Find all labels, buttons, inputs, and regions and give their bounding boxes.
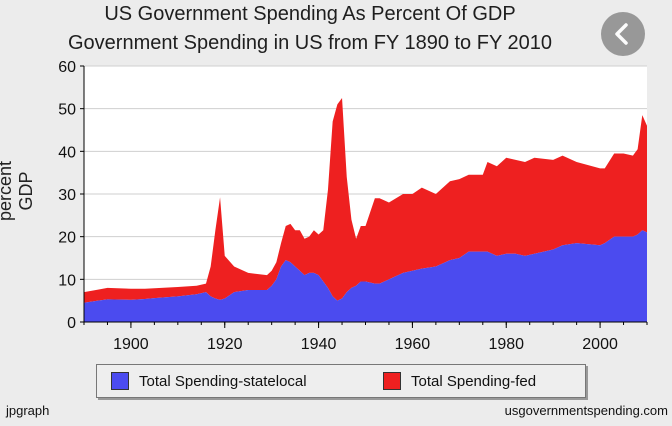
legend-label-statelocal: Total Spending-statelocal bbox=[139, 372, 307, 390]
chevron-left-icon bbox=[615, 23, 628, 45]
y-tick-label: 10 bbox=[58, 272, 76, 289]
legend-swatch-statelocal bbox=[111, 372, 129, 390]
y-tick-label: 60 bbox=[58, 59, 76, 76]
legend-swatch-fed bbox=[383, 372, 401, 390]
back-button[interactable] bbox=[601, 12, 645, 56]
series-area-fed bbox=[84, 98, 647, 303]
y-tick-label: 0 bbox=[67, 315, 76, 332]
legend-label-fed: Total Spending-fed bbox=[411, 372, 537, 390]
x-tick-label: 1980 bbox=[488, 336, 524, 353]
legend-item-statelocal: Total Spending-statelocal bbox=[111, 371, 307, 391]
x-tick-label: 1940 bbox=[301, 336, 337, 353]
x-tick-label: 1920 bbox=[207, 336, 243, 353]
chart-subtitle: Government Spending in US from FY 1890 t… bbox=[68, 32, 552, 54]
chart-title: US Government Spending As Percent Of GDP bbox=[104, 3, 516, 25]
series-area-statelocal bbox=[84, 230, 647, 322]
legend-item-fed: Total Spending-fed bbox=[383, 371, 536, 391]
footer-jpgraph: jpgraph bbox=[6, 403, 50, 418]
y-tick-label: 40 bbox=[58, 144, 76, 161]
y-tick-label: 20 bbox=[58, 230, 76, 247]
y-axis-label: percent GDP bbox=[0, 160, 36, 222]
y-tick-label: 50 bbox=[58, 102, 76, 119]
legend: Total Spending-statelocal Total Spending… bbox=[96, 364, 586, 398]
x-tick-label: 1900 bbox=[113, 336, 149, 353]
x-tick-label: 2000 bbox=[582, 336, 618, 353]
footer-source: usgovernmentspending.com bbox=[504, 403, 668, 418]
y-tick-label: 30 bbox=[58, 187, 76, 204]
x-tick-label: 1960 bbox=[395, 336, 431, 353]
